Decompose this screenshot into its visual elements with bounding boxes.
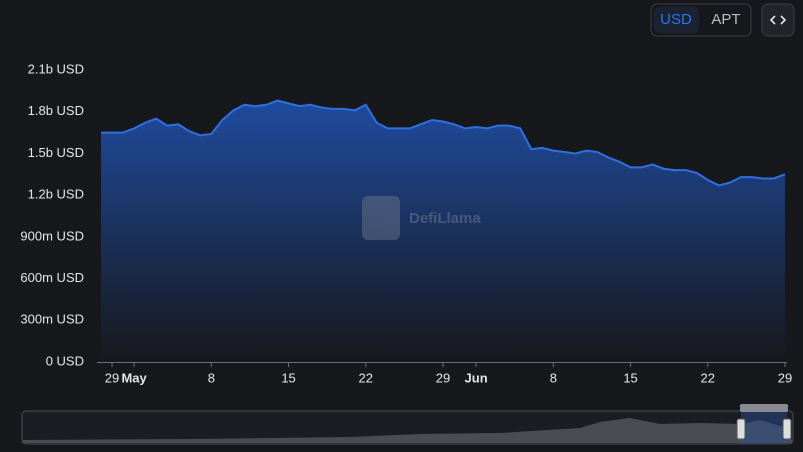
x-tick-label: 8 xyxy=(550,370,557,385)
x-tick-label: 29 xyxy=(436,370,450,385)
x-tick-label: 22 xyxy=(359,370,373,385)
embed-button-bg[interactable] xyxy=(761,3,795,37)
y-tick-label: 300m USD xyxy=(20,312,84,327)
watermark-logo xyxy=(362,196,400,240)
x-tick-label: 15 xyxy=(623,370,637,385)
currency-toggle: USD APT xyxy=(650,3,752,37)
embed-icon xyxy=(769,15,787,25)
x-tick-label: 29 xyxy=(778,370,792,385)
y-tick-label: 1.2b USD xyxy=(28,187,84,202)
currency-option[interactable]: USD xyxy=(660,11,692,28)
line xyxy=(101,99,786,187)
x-tick-label: 8 xyxy=(208,370,215,385)
x-tick-label: 29 xyxy=(105,370,119,385)
y-tick-label: 2.1b USD xyxy=(28,61,84,76)
navigator xyxy=(21,404,794,445)
navigator-preview xyxy=(23,418,792,443)
navigator-handle[interactable] xyxy=(782,418,792,440)
y-tick-label: 0 USD xyxy=(46,353,84,368)
x-tick-label: 22 xyxy=(701,370,715,385)
y-tick-label: 900m USD xyxy=(20,228,84,243)
navigator-selection[interactable] xyxy=(741,411,787,444)
navigator-drag-bar[interactable] xyxy=(740,404,788,412)
watermark: DefiLlama xyxy=(362,196,481,240)
plot: 0 USD 300m USD 600m USD 900m USD 1.2b USD 1.5… xyxy=(20,61,792,385)
y-tick-label: 600m USD xyxy=(20,270,84,285)
y-tick-label: 1.5b USD xyxy=(28,145,84,160)
watermark-text: DefiLlama xyxy=(409,210,481,227)
currency-option[interactable]: APT xyxy=(711,11,740,28)
x-tick-label: 15 xyxy=(281,370,295,385)
y-tick-label: 1.8b USD xyxy=(28,103,84,118)
embed-button[interactable] xyxy=(761,3,795,37)
toggle-frame xyxy=(650,3,752,37)
navigator-handle[interactable] xyxy=(736,418,746,440)
area-fill xyxy=(101,100,785,362)
x-tick-label: Jun xyxy=(465,370,488,385)
x-tick-label: May xyxy=(121,370,147,385)
toggle-selected-bg xyxy=(654,7,699,33)
